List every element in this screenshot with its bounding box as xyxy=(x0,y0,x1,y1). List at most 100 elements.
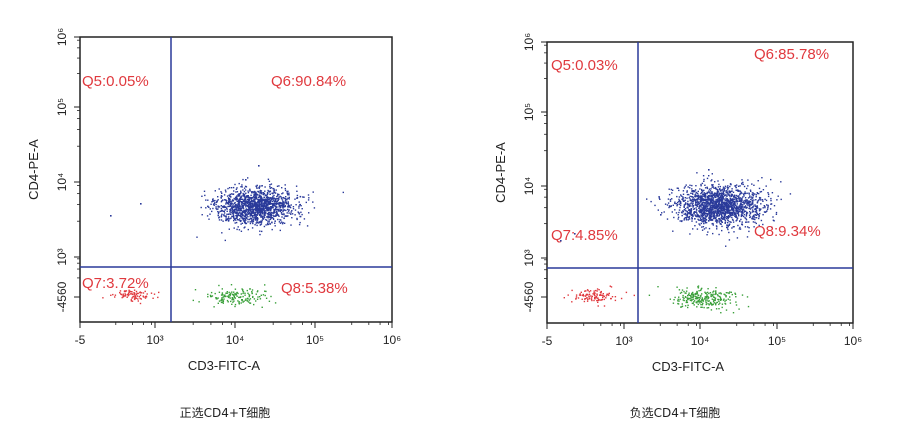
event-dot xyxy=(756,211,758,214)
event-dot xyxy=(680,306,683,308)
event-dot xyxy=(720,216,722,219)
event-dot xyxy=(767,204,769,207)
event-dot xyxy=(291,217,293,219)
event-dot xyxy=(284,189,287,192)
event-dot xyxy=(759,191,761,193)
event-dot xyxy=(234,183,236,186)
event-dot xyxy=(719,192,721,195)
event-dot xyxy=(696,203,699,206)
event-dot xyxy=(251,212,254,214)
event-dot xyxy=(237,300,239,302)
event-dot xyxy=(725,208,728,211)
event-dot xyxy=(231,293,234,296)
event-dot xyxy=(222,205,224,207)
event-dot xyxy=(244,219,246,222)
event-dot xyxy=(745,219,748,221)
event-dot xyxy=(731,227,733,229)
event-dot xyxy=(287,208,289,211)
event-dot xyxy=(690,213,692,215)
event-dot xyxy=(689,299,692,301)
event-dot xyxy=(238,301,240,303)
event-dot xyxy=(751,194,753,196)
event-dot xyxy=(249,217,252,219)
event-dot xyxy=(722,196,724,199)
event-dot xyxy=(266,208,268,210)
quadrant-label-q7: Q7:3.72% xyxy=(82,275,149,292)
event-dot xyxy=(594,292,596,294)
event-dot xyxy=(756,206,759,208)
event-dot xyxy=(688,217,690,219)
event-dot xyxy=(743,209,745,211)
event-dot xyxy=(754,218,756,221)
event-dot xyxy=(247,200,249,203)
event-dot xyxy=(744,210,747,212)
event-dot xyxy=(287,202,289,204)
event-dot xyxy=(132,296,134,298)
event-dot xyxy=(711,197,713,200)
event-dot xyxy=(140,203,142,205)
event-dot xyxy=(268,201,270,204)
x-tick-label: 10⁵ xyxy=(768,334,786,348)
event-dot xyxy=(709,214,711,216)
event-dot xyxy=(288,209,290,211)
event-dot xyxy=(226,210,228,212)
event-dot xyxy=(701,226,703,228)
event-dot xyxy=(205,207,207,209)
event-dot xyxy=(230,187,233,189)
event-dot xyxy=(227,216,230,218)
event-dot xyxy=(243,195,245,197)
event-dot xyxy=(764,205,766,208)
event-dot xyxy=(228,213,230,215)
event-dot xyxy=(700,289,702,292)
event-dot xyxy=(242,178,244,181)
event-dot xyxy=(287,215,289,217)
event-dot xyxy=(264,186,266,188)
event-dot xyxy=(703,220,705,223)
event-dot xyxy=(766,204,768,206)
event-dot xyxy=(291,210,293,212)
event-dot xyxy=(713,296,716,299)
event-dot xyxy=(739,192,741,195)
event-dot xyxy=(755,210,757,213)
event-dot xyxy=(240,203,243,205)
event-dot xyxy=(133,293,135,296)
event-dot xyxy=(704,296,706,298)
event-dot xyxy=(708,300,710,302)
event-dot xyxy=(592,293,594,295)
event-dot xyxy=(603,305,606,307)
event-dot xyxy=(690,212,692,214)
event-dot xyxy=(256,298,259,300)
event-dot xyxy=(725,202,727,204)
event-dot xyxy=(278,198,280,200)
event-dot xyxy=(217,205,219,207)
event-dot xyxy=(218,217,220,219)
event-dot xyxy=(140,298,142,300)
event-dot xyxy=(590,297,593,299)
event-dot xyxy=(585,294,587,297)
event-dot xyxy=(130,300,133,302)
event-dot xyxy=(251,205,253,208)
event-dot xyxy=(724,300,726,302)
event-dot xyxy=(754,208,756,210)
event-dot xyxy=(713,302,715,304)
event-dot xyxy=(242,203,244,205)
event-dot xyxy=(139,302,142,305)
event-dot xyxy=(737,185,740,187)
event-dot xyxy=(724,204,726,207)
event-dot xyxy=(253,214,255,217)
event-dot xyxy=(251,200,253,202)
event-dot xyxy=(150,292,153,294)
event-dot xyxy=(260,195,262,198)
event-dot xyxy=(128,291,130,293)
event-dot xyxy=(275,203,278,205)
event-dot xyxy=(719,185,721,188)
event-dot xyxy=(266,197,268,199)
event-dot xyxy=(283,206,285,208)
event-dot xyxy=(249,189,251,191)
event-dot xyxy=(263,200,265,202)
event-dot xyxy=(274,205,277,208)
event-dot xyxy=(220,216,223,218)
event-dot xyxy=(683,297,685,299)
event-dot xyxy=(120,293,123,296)
event-dot xyxy=(717,215,719,217)
